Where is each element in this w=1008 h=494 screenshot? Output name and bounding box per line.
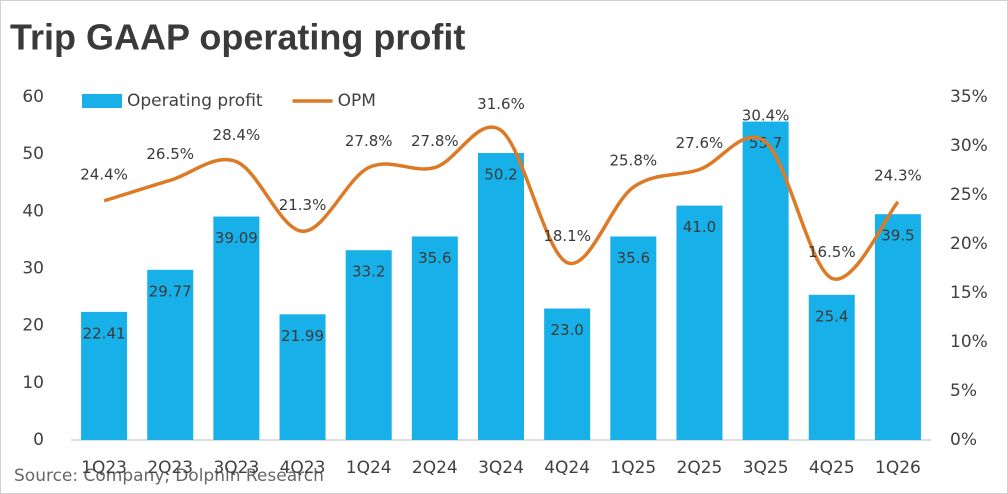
- bar: [544, 308, 591, 440]
- line-value-label: 26.5%: [146, 145, 194, 163]
- line-value-label: 24.3%: [874, 166, 922, 184]
- bar: [345, 250, 392, 440]
- line-value-label: 21.3%: [279, 196, 327, 214]
- y-tick-label: 10: [22, 373, 44, 393]
- x-tick-label: 1Q24: [346, 458, 392, 478]
- line-value-label: 28.4%: [213, 126, 261, 144]
- bar-value-label: 39.5: [881, 227, 914, 245]
- bar-value-label: 22.41: [83, 324, 126, 342]
- y-tick-label: 50: [22, 144, 44, 164]
- line-value-label: 27.8%: [411, 132, 459, 150]
- line-value-label: 31.6%: [477, 95, 525, 113]
- bar: [610, 236, 657, 440]
- y2-tick-label: 5%: [950, 381, 977, 401]
- bar: [742, 121, 789, 440]
- line-value-label: 18.1%: [543, 227, 591, 245]
- line-value-label: 25.8%: [609, 152, 657, 170]
- y2-tick-label: 20%: [950, 234, 988, 254]
- y2-tick-label: 30%: [950, 136, 988, 156]
- bar: [676, 205, 723, 440]
- bar-value-label: 41.0: [683, 218, 716, 236]
- x-tick-label: 3Q24: [478, 458, 524, 478]
- bar: [147, 269, 194, 440]
- bar-value-label: 39.09: [215, 229, 258, 247]
- bar-value-label: 25.4: [815, 307, 848, 325]
- x-tick-label: 1Q23: [81, 458, 127, 478]
- bar-value-label: 33.2: [352, 263, 385, 281]
- bar-value-label: 35.6: [418, 249, 451, 267]
- x-tick-label: 1Q26: [875, 458, 921, 478]
- y-tick-label: 30: [22, 259, 44, 279]
- x-tick-label: 2Q23: [147, 458, 193, 478]
- y2-tick-label: 25%: [950, 185, 988, 205]
- chart-title: Trip GAAP operating profit: [10, 17, 465, 58]
- bar-value-label: 23.0: [550, 321, 583, 339]
- line-value-label: 16.5%: [808, 243, 856, 261]
- x-tick-label: 2Q24: [412, 458, 458, 478]
- line: [103, 125, 900, 281]
- y2-tick-label: 15%: [950, 283, 988, 303]
- bar: [213, 216, 260, 440]
- legend-swatch: [82, 94, 122, 108]
- y2-tick-label: 10%: [950, 332, 988, 352]
- x-tick-label: 3Q25: [743, 458, 789, 478]
- y-tick-label: 0: [33, 430, 44, 450]
- x-tick-label: 2Q25: [677, 458, 723, 478]
- bar-value-label: 29.77: [149, 282, 192, 300]
- line-value-label: 27.6%: [676, 134, 724, 152]
- x-tick-label: 4Q24: [544, 458, 590, 478]
- line-value-label: 30.4%: [742, 107, 790, 125]
- y-tick-label: 60: [22, 87, 44, 107]
- line-value-label: 24.4%: [80, 165, 128, 183]
- legend-label: Operating profit: [127, 91, 263, 111]
- bar: [478, 153, 524, 441]
- x-tick-label: 1Q25: [610, 458, 656, 478]
- legend-label: OPM: [338, 91, 376, 111]
- source-note: Source: Company, Dolphin Research: [14, 466, 324, 486]
- bar-value-label: 50.2: [484, 166, 517, 184]
- x-tick-label: 4Q23: [280, 458, 326, 478]
- line-value-label: 27.8%: [345, 132, 393, 150]
- bar-value-label: 35.6: [617, 249, 650, 267]
- y-tick-label: 20: [22, 316, 44, 336]
- bar: [81, 311, 128, 440]
- y2-tick-label: 35%: [950, 87, 988, 107]
- bar-value-label: 21.99: [281, 327, 324, 345]
- y2-tick-label: 0%: [950, 430, 977, 450]
- bar: [411, 236, 458, 440]
- y-tick-label: 40: [22, 201, 44, 221]
- bar: [279, 314, 326, 440]
- x-tick-label: 4Q25: [809, 458, 855, 478]
- x-tick-label: 3Q23: [213, 458, 259, 478]
- bar: [808, 294, 855, 440]
- bar: [874, 214, 921, 440]
